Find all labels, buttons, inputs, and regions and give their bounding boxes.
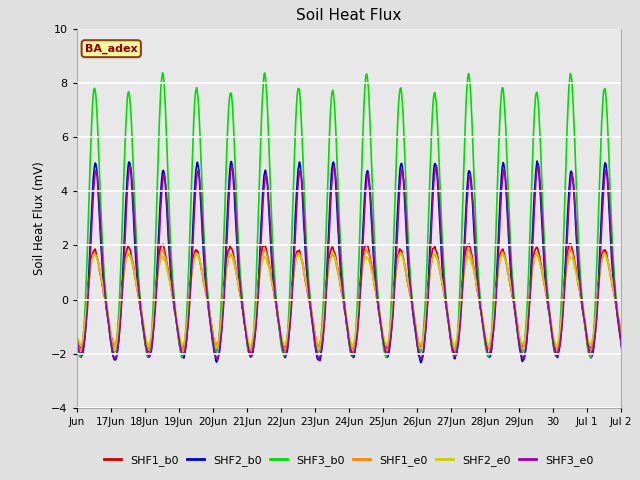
Legend: SHF1_b0, SHF2_b0, SHF3_b0, SHF1_e0, SHF2_e0, SHF3_e0: SHF1_b0, SHF2_b0, SHF3_b0, SHF1_e0, SHF2… xyxy=(100,451,598,471)
Y-axis label: Soil Heat Flux (mV): Soil Heat Flux (mV) xyxy=(33,162,45,275)
Title: Soil Heat Flux: Soil Heat Flux xyxy=(296,9,401,24)
Text: BA_adex: BA_adex xyxy=(85,44,138,54)
